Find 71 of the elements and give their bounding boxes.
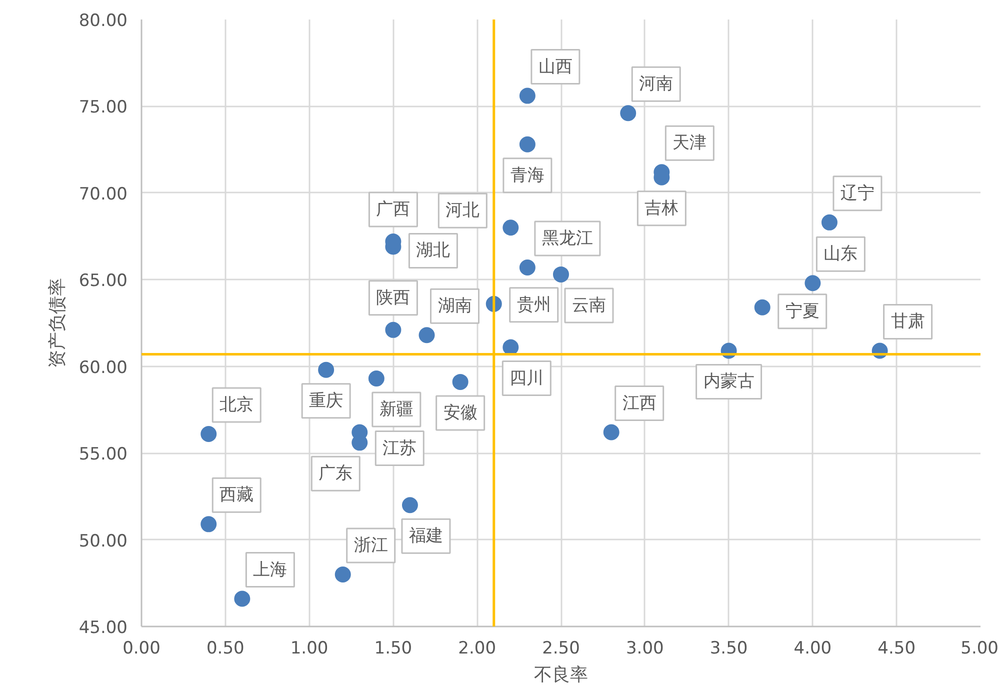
y-tick-label: 55.00 [78,444,128,465]
point [418,327,435,344]
x-tick-label: 1.50 [374,638,412,658]
data-label: 青海 [510,165,544,186]
data-label: 吉林 [644,198,679,218]
y-tick-label: 50.00 [78,531,128,552]
data-label: 四川 [510,368,544,388]
data-label: 河北 [446,200,480,221]
y-axis-title: 资产负债率 [46,278,68,368]
data-label: 辽宁 [840,183,874,204]
y-tick-label: 80.00 [78,11,128,31]
data-label: 内蒙古 [703,372,754,392]
data-label: 广东 [318,464,353,484]
x-tick-label: 2.00 [458,638,496,658]
point [519,88,536,104]
point [502,220,519,236]
y-tick-label: 75.00 [78,98,128,118]
data-label: 黑龙江 [542,228,593,249]
x-tick-label: 3.50 [710,638,748,658]
data-label: 湖北 [416,240,450,261]
point [452,374,468,390]
point [334,566,351,582]
point [553,266,569,282]
point [385,322,402,338]
x-tick-label: 5.00 [960,638,998,658]
data-label: 山东 [824,244,858,264]
point [620,105,636,122]
data-label: 江西 [622,393,656,414]
data-label: 甘肃 [890,312,925,332]
data-label: 北京 [220,394,254,415]
data-label: 陕西 [376,288,410,308]
data-label: 河南 [639,74,674,94]
data-label: 江苏 [382,438,417,458]
x-tick-label: 1.00 [290,638,328,658]
x-tick-label: 4.00 [794,638,832,658]
point [603,424,620,440]
point [200,516,217,532]
data-label: 宁夏 [785,301,820,322]
y-tick-label: 65.00 [78,271,128,292]
data-label: 天津 [672,133,707,154]
y-tick-label: 60.00 [78,358,128,378]
x-tick-label: 3.00 [626,638,664,658]
point [368,370,384,386]
point [234,590,250,607]
data-label: 西藏 [220,485,254,506]
data-label: 山西 [538,56,572,77]
data-label: 湖南 [438,296,472,316]
data-label: 广西 [376,199,410,220]
data-label: 福建 [408,526,443,546]
data-label: 重庆 [309,390,344,411]
x-tick-label: 4.50 [878,638,916,658]
point [804,275,821,292]
x-tick-label: 0.50 [206,638,244,658]
data-label: 浙江 [354,535,388,556]
y-tick-label: 45.00 [78,618,128,638]
point [821,214,838,230]
y-tick-label: 70.00 [78,184,128,204]
point [754,299,770,316]
point [318,362,334,378]
point [200,426,217,442]
data-label: 安徽 [443,402,478,423]
data-label: 云南 [572,295,606,316]
x-axis-title: 不良率 [534,664,588,686]
point [519,260,536,276]
point [402,497,418,514]
data-label: 贵州 [516,294,551,315]
x-tick-label: 2.50 [542,638,580,658]
point [519,136,536,152]
data-label: 新疆 [379,399,414,420]
x-tick-label: 0.00 [122,638,160,658]
data-label: 上海 [253,560,288,580]
